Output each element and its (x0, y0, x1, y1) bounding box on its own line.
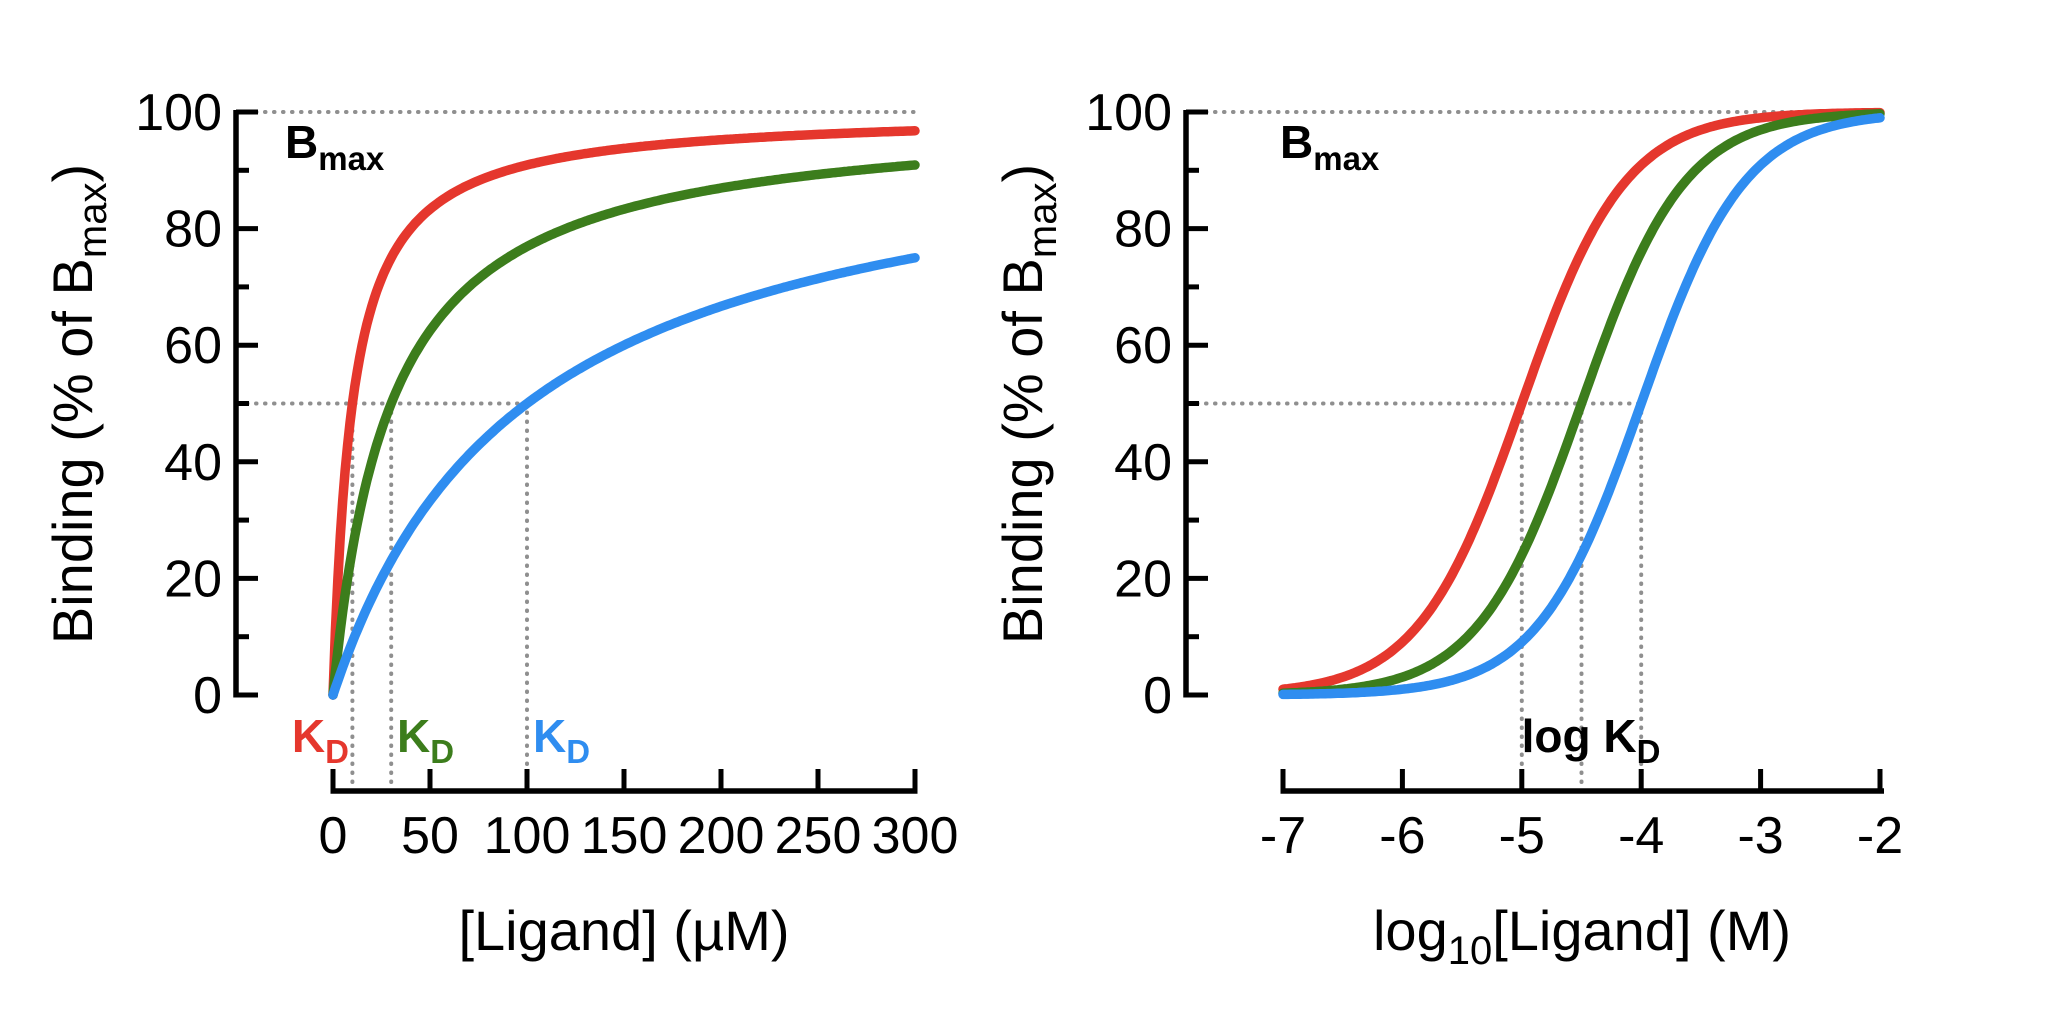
binding-curve-high-affinity-logkd-5 (1278, 107, 1885, 694)
y-axis-title-right: Binding (% of Bmax) (991, 164, 1065, 644)
x-tick-labels-left: 0 50 100 150 200 250 300 (319, 807, 959, 865)
x-ticks-left (330, 769, 918, 791)
x-tick-label: 200 (678, 807, 765, 865)
binding-curve-medium-affinity-kd-30-um (328, 160, 920, 700)
x-tick-label: 0 (319, 807, 348, 865)
y-tick-label: 40 (164, 434, 222, 492)
x-tick-labels-right: -7 -6 -5 -4 -3 -2 (1260, 807, 1903, 865)
y-ticks-right (1186, 109, 1208, 698)
binding-curve-low-affinity-kd-100-um (328, 253, 920, 700)
guides-right (1186, 110, 1864, 793)
y-tick-label: 0 (1143, 667, 1172, 725)
x-tick-label: -2 (1857, 807, 1903, 865)
y-tick-labels-left: 0 20 40 60 80 100 (135, 84, 222, 725)
y-ticks-left (236, 109, 258, 698)
kd-label-blue: KD (533, 710, 590, 770)
curves-left (328, 126, 920, 700)
y-tick-label: 80 (1114, 201, 1172, 259)
x-ticks-right (1280, 769, 1883, 791)
panel-right: 0 20 40 60 80 100 -7 -6 -5 -4 -3 -2 Binding (% of … (991, 84, 1903, 973)
x-tick-label: 50 (401, 807, 459, 865)
bmax-annotation-left: Bmax (285, 116, 385, 177)
x-tick-label: -3 (1737, 807, 1783, 865)
x-tick-label: 300 (872, 807, 959, 865)
guides-left (236, 110, 918, 793)
x-axis-title-left: [Ligand] (µM) (458, 899, 789, 962)
y-tick-label: 0 (193, 667, 222, 725)
y-tick-label: 20 (1114, 550, 1172, 608)
x-tick-label: 150 (581, 807, 668, 865)
y-tick-labels-right: 0 20 40 60 80 100 (1085, 84, 1172, 725)
x-tick-label: -4 (1618, 807, 1664, 865)
x-tick-label: -7 (1260, 807, 1306, 865)
x-tick-label: -6 (1379, 807, 1425, 865)
binding-curve-medium-affinity-logkd-4-5 (1278, 109, 1885, 698)
y-tick-label: 60 (164, 317, 222, 375)
log-kd-annotation: log KD (1522, 710, 1661, 770)
curves-right (1278, 107, 1885, 700)
y-tick-label: 80 (164, 201, 222, 259)
kd-label-red: KD (292, 710, 349, 770)
x-tick-label: -5 (1499, 807, 1545, 865)
y-tick-label: 100 (1085, 84, 1172, 142)
bmax-annotation-right: Bmax (1280, 116, 1380, 177)
y-axis-title-left: Binding (% of Bmax) (41, 164, 115, 644)
binding-curve-high-affinity-kd-10-um (328, 126, 920, 700)
y-tick-label: 100 (135, 84, 222, 142)
kd-label-green: KD (397, 710, 454, 770)
x-tick-label: 250 (775, 807, 862, 865)
y-tick-label: 20 (164, 550, 222, 608)
binding-curve-low-affinity-logkd-4 (1278, 113, 1885, 700)
x-tick-label: 100 (484, 807, 571, 865)
y-tick-label: 40 (1114, 434, 1172, 492)
x-axis-title-right: log10[Ligand] (M) (1373, 899, 1791, 973)
y-tick-label: 60 (1114, 317, 1172, 375)
